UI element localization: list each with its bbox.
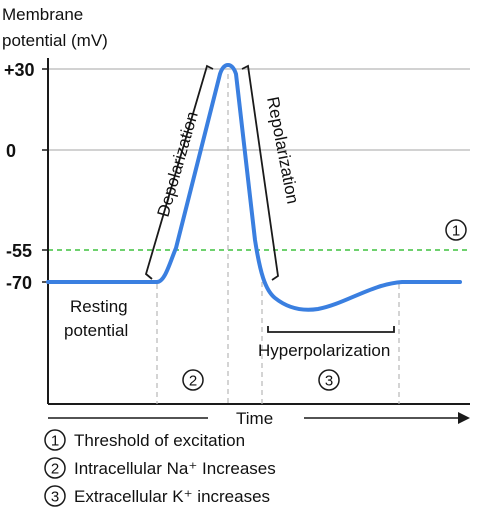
time-arrow-head (458, 412, 470, 424)
y-axis-title-line2: potential (mV) (2, 31, 108, 50)
legend-number: 2 (51, 461, 59, 478)
legend-text: Threshold of excitation (74, 431, 245, 450)
resting-label-line1: Resting (70, 297, 128, 316)
marker-na-influx: 2 (182, 369, 204, 391)
resting-label-line2: potential (64, 321, 128, 340)
legend-item-threshold: 1 Threshold of excitation (44, 429, 245, 451)
marker-threshold-number: 1 (452, 223, 460, 240)
marker-na-influx-number: 2 (189, 373, 197, 390)
hyperpolarization-label: Hyperpolarization (258, 341, 390, 360)
marker-k-efflux-number: 3 (325, 373, 333, 390)
tick-label-zero: 0 (6, 141, 16, 161)
legend-text: Extracellular K⁺ increases (74, 487, 270, 506)
legend-number: 3 (51, 489, 59, 506)
depolarization-label: Depolarization (154, 109, 202, 219)
tick-label-plus30: +30 (4, 60, 35, 80)
legend-item-k: 3 Extracellular K⁺ increases (44, 485, 270, 507)
tick-label-minus55: -55 (6, 241, 32, 261)
y-axis-title-line1: Membrane (2, 5, 83, 24)
hyperpolarization-bracket (267, 326, 395, 333)
legend-number: 1 (51, 433, 59, 450)
action-potential-trace (46, 63, 462, 312)
depolarization-bracket (144, 64, 214, 280)
tick-label-minus70: -70 (6, 273, 32, 293)
repolarization-bracket (241, 64, 279, 281)
x-axis-title: Time (236, 409, 273, 428)
marker-threshold: 1 (445, 219, 467, 241)
legend-text: Intracellular Na⁺ Increases (74, 459, 276, 478)
legend-item-na: 2 Intracellular Na⁺ Increases (44, 457, 276, 479)
marker-k-efflux: 3 (318, 369, 340, 391)
